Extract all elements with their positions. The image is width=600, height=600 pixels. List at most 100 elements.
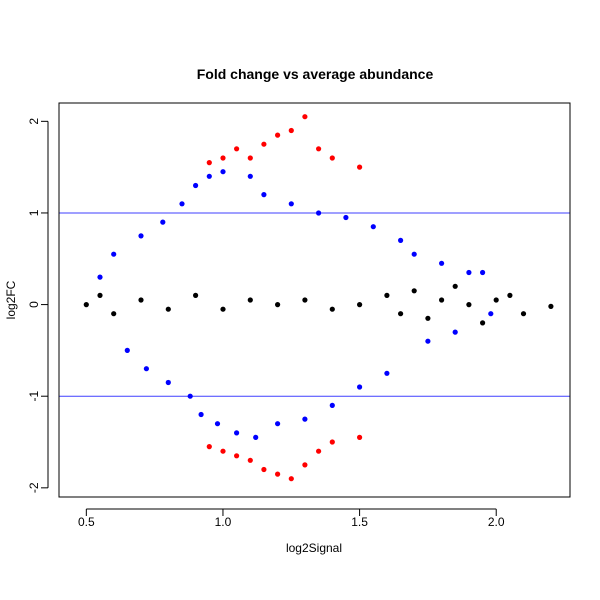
data-point: [261, 141, 267, 147]
data-point: [220, 169, 226, 175]
data-point: [160, 219, 166, 225]
data-point: [138, 297, 144, 303]
data-point: [480, 269, 486, 276]
plot-frame: [58, 102, 571, 498]
data-point: [357, 434, 363, 440]
data-point: [452, 329, 458, 335]
data-point: [138, 233, 144, 239]
data-point: [247, 457, 253, 463]
chart-title: Fold change vs average abundance: [197, 66, 434, 82]
data-point: [220, 306, 226, 312]
data-point: [466, 302, 472, 308]
data-point: [357, 302, 363, 308]
data-point: [357, 164, 363, 170]
x-tick-label: 1.0: [215, 515, 232, 529]
data-point: [275, 421, 281, 427]
data-point: [234, 430, 240, 436]
y-tick-label: 2: [27, 118, 41, 125]
data-point: [480, 320, 486, 326]
data-point: [288, 127, 294, 134]
data-point: [234, 453, 240, 459]
x-tick-label: 2.0: [488, 515, 505, 529]
data-point: [247, 297, 253, 303]
data-point: [206, 160, 212, 166]
data-point: [220, 155, 226, 161]
data-point: [425, 338, 431, 344]
data-point: [253, 434, 259, 440]
data-point: [329, 155, 335, 161]
data-point: [275, 302, 281, 308]
data-point: [329, 439, 335, 445]
data-point: [111, 311, 117, 317]
data-point: [288, 476, 294, 482]
data-point: [165, 306, 171, 312]
data-point: [507, 292, 513, 298]
series-points: [83, 283, 554, 326]
y-tick-label: -1: [27, 391, 41, 402]
data-point: [466, 269, 472, 276]
y-tick-label: 1: [27, 209, 41, 216]
y-tick-label: 0: [27, 301, 41, 308]
data-point: [316, 146, 322, 152]
data-point: [411, 288, 417, 294]
data-point: [275, 132, 281, 138]
data-point: [370, 224, 376, 230]
data-point: [288, 201, 294, 207]
data-point: [193, 292, 199, 298]
data-point: [439, 260, 445, 266]
x-axis: 0.5 1.0 1.5 2.0: [78, 508, 505, 529]
x-axis-label: log2Signal: [286, 541, 342, 555]
data-point: [165, 379, 171, 386]
data-point: [302, 416, 308, 422]
data-point: [234, 146, 240, 152]
data-point: [124, 347, 130, 353]
data-point: [520, 311, 527, 317]
points-layer: [83, 114, 554, 482]
data-point: [97, 292, 103, 298]
reference-lines: [59, 212, 570, 397]
data-point: [316, 448, 322, 454]
data-point: [193, 182, 199, 189]
data-point: [302, 114, 308, 120]
data-point: [384, 370, 390, 376]
y-tick-label: -2: [27, 482, 41, 493]
data-point: [329, 306, 335, 312]
x-tick-label: 1.5: [351, 515, 368, 529]
data-point: [247, 155, 253, 161]
data-point: [357, 384, 363, 390]
data-point: [206, 444, 212, 450]
data-point: [488, 311, 494, 317]
data-point: [329, 402, 335, 408]
data-point: [302, 462, 308, 468]
data-point: [398, 311, 404, 317]
data-point: [411, 251, 417, 257]
data-point: [261, 466, 267, 473]
data-point: [302, 297, 308, 303]
series-points: [97, 169, 494, 440]
data-point: [111, 251, 117, 257]
y-axis-label: log2FC: [4, 280, 18, 319]
data-point: [548, 303, 554, 309]
data-point: [247, 173, 253, 179]
data-point: [143, 366, 149, 372]
data-point: [275, 471, 281, 477]
data-point: [97, 274, 103, 280]
data-point: [179, 201, 185, 207]
data-point: [261, 192, 267, 198]
x-tick-label: 0.5: [78, 515, 95, 529]
data-point: [343, 214, 349, 221]
data-point: [398, 237, 404, 243]
data-point: [425, 315, 431, 321]
data-point: [220, 448, 226, 454]
data-point: [83, 302, 89, 308]
series-points: [206, 114, 363, 482]
data-point: [384, 292, 390, 298]
data-point: [439, 297, 445, 303]
y-axis: -2 -1 0 1 2: [27, 118, 49, 493]
data-point: [493, 297, 499, 303]
data-point: [452, 283, 458, 289]
data-point: [206, 173, 212, 179]
data-point: [214, 421, 221, 427]
data-point: [198, 411, 204, 418]
